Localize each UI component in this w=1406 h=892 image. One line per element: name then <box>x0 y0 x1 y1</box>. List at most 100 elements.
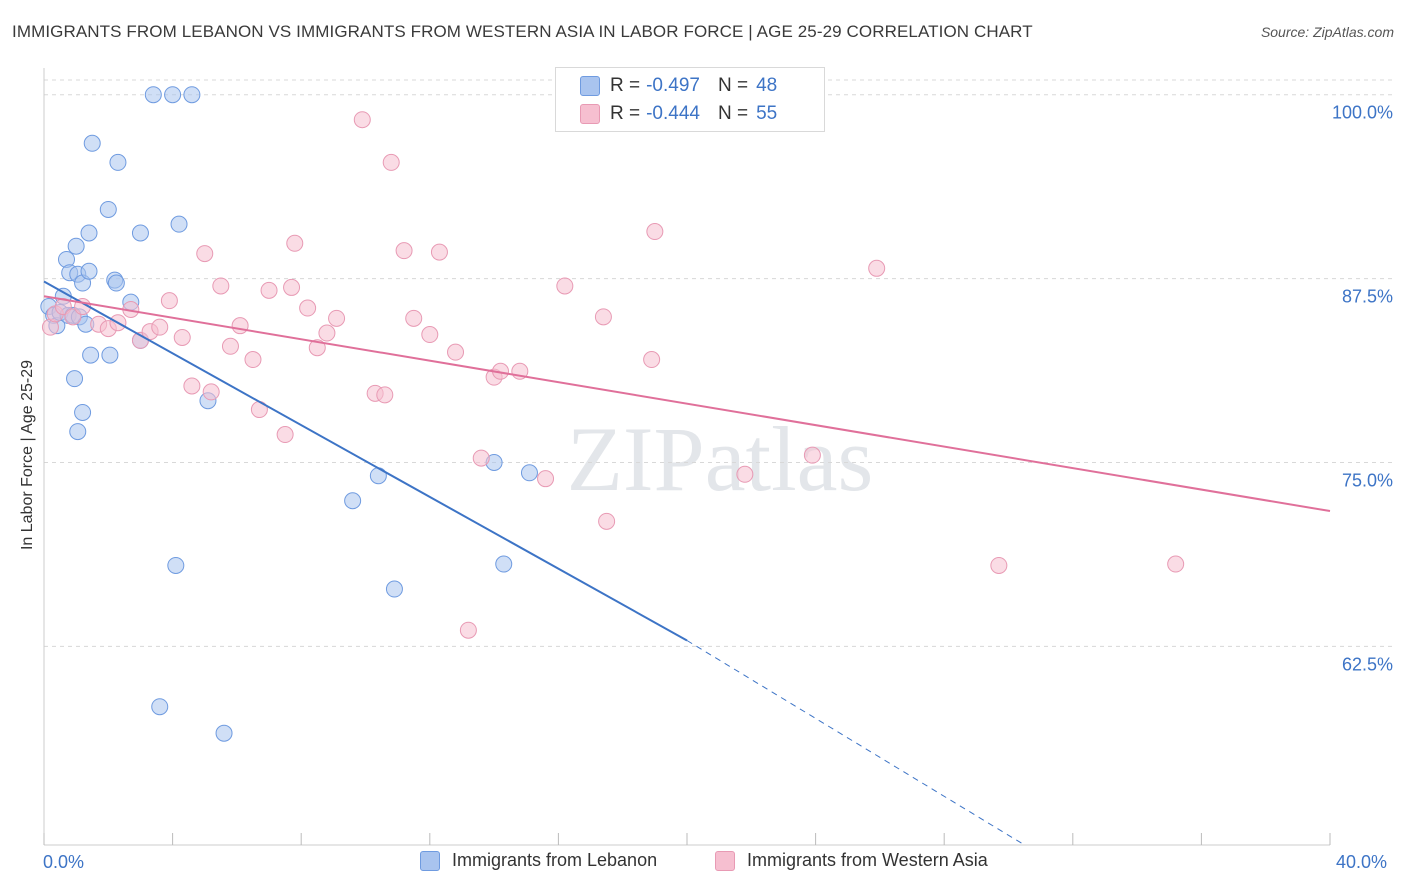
western-asia-point <box>382 153 400 171</box>
lebanon-point <box>164 86 182 104</box>
western-asia-trend-line <box>43 295 1331 513</box>
trend-lines <box>43 280 1331 846</box>
source-credit: Source: ZipAtlas.com <box>1260 24 1394 40</box>
lebanon-point <box>385 580 403 598</box>
western-asia-point <box>353 111 371 129</box>
western-asia-point <box>459 621 477 639</box>
western-asia-point <box>299 299 317 317</box>
lebanon-swatch <box>580 76 600 96</box>
western-asia-point <box>196 245 214 263</box>
stats-legend-row-western-asia: R = -0.444 N = 55 <box>580 101 777 127</box>
lebanon-point <box>82 346 100 364</box>
western-asia-point <box>395 242 413 260</box>
lebanon-point <box>66 370 84 388</box>
r-value: -0.497 <box>646 75 700 96</box>
lebanon-point <box>107 274 125 292</box>
western-asia-point <box>308 339 326 357</box>
lebanon-point <box>183 86 201 104</box>
western-asia-point <box>594 308 612 326</box>
n-value: 48 <box>756 75 778 96</box>
western-asia-point <box>376 386 394 404</box>
western-asia-point <box>643 351 661 369</box>
western-asia-swatch <box>580 104 600 124</box>
lebanon-point <box>101 346 119 364</box>
y-tick-label: 100.0% <box>1332 103 1393 123</box>
western-asia-point <box>1167 555 1185 573</box>
lebanon-point <box>80 262 98 280</box>
watermark: ZIPatlas <box>567 408 874 510</box>
r-label: R = <box>610 103 641 124</box>
western-asia-point <box>221 337 239 355</box>
western-asia-point <box>286 234 304 252</box>
stats-legend-row-lebanon: R = -0.497 N = 48 <box>580 73 777 99</box>
lebanon-point <box>99 200 117 218</box>
y-tick-label: 87.5% <box>1342 287 1393 307</box>
legend-item-lebanon: Immigrants from Lebanon <box>420 850 657 871</box>
lebanon-points <box>40 86 538 742</box>
n-value: 55 <box>756 103 778 124</box>
lebanon-point <box>109 153 127 171</box>
legend-item-western-asia: Immigrants from Western Asia <box>715 850 988 871</box>
western-asia-point <box>646 223 664 241</box>
x-tick-label-max: 40.0% <box>1336 852 1388 872</box>
axes <box>43 68 1331 846</box>
western-asia-point <box>405 309 423 327</box>
western-asia-point <box>447 343 465 361</box>
lebanon-point <box>167 556 185 574</box>
western-asia-point <box>598 512 616 530</box>
stats-legend: R = -0.497 N = 48 R = -0.444 N = 55 <box>555 67 825 132</box>
western-asia-point <box>472 449 490 467</box>
western-asia-point <box>556 277 574 295</box>
lebanon-point <box>80 224 98 242</box>
western-asia-point <box>260 281 278 299</box>
lebanon-point <box>83 134 101 152</box>
western-asia-point <box>160 292 178 310</box>
lebanon-point <box>369 467 387 485</box>
lebanon-trend-extension <box>686 640 1025 846</box>
western-asia-point <box>283 278 301 296</box>
y-tick-labels: 62.5% 75.0% 87.5% 100.0% <box>1332 103 1393 675</box>
lebanon-point <box>131 224 149 242</box>
lebanon-point <box>151 698 169 716</box>
western-asia-point <box>202 383 220 401</box>
r-value: -0.444 <box>646 103 700 124</box>
western-asia-point <box>151 318 169 336</box>
lebanon-point <box>69 423 87 441</box>
western-asia-legend-label: Immigrants from Western Asia <box>747 850 988 870</box>
western-asia-point <box>276 426 294 444</box>
western-asia-point <box>990 556 1008 574</box>
y-tick-label: 62.5% <box>1342 654 1393 674</box>
western-asia-point <box>736 465 754 483</box>
lebanon-point <box>74 403 92 421</box>
y-axis-label: In Labor Force | Age 25-29 <box>19 359 36 551</box>
r-label: R = <box>610 75 641 96</box>
western-asia-point <box>183 377 201 395</box>
lebanon-point <box>67 237 85 255</box>
western-asia-point <box>803 446 821 464</box>
lebanon-point <box>170 215 188 233</box>
n-label: N = <box>717 75 749 96</box>
lebanon-trend-line <box>43 280 688 642</box>
western-asia-point <box>173 328 191 346</box>
lebanon-legend-swatch <box>420 850 440 871</box>
chart-title: IMMIGRANTS FROM LEBANON VS IMMIGRANTS FR… <box>12 22 1033 41</box>
western-asia-point <box>537 470 555 488</box>
western-asia-point <box>212 277 230 295</box>
lebanon-legend-label: Immigrants from Lebanon <box>452 850 658 870</box>
n-label: N = <box>717 103 749 124</box>
lebanon-point <box>144 86 162 104</box>
western-asia-point <box>328 309 346 327</box>
western-asia-point <box>421 326 439 344</box>
western-asia-legend-swatch <box>715 850 735 871</box>
lebanon-point <box>215 724 233 742</box>
western-asia-points <box>41 111 1185 639</box>
western-asia-point <box>231 317 249 335</box>
lebanon-point <box>495 555 513 573</box>
western-asia-point <box>868 259 886 277</box>
western-asia-point <box>244 351 262 369</box>
lebanon-point <box>520 464 538 482</box>
western-asia-point <box>430 243 448 261</box>
x-tick-label-min: 0.0% <box>43 852 85 872</box>
lebanon-point <box>344 492 362 510</box>
